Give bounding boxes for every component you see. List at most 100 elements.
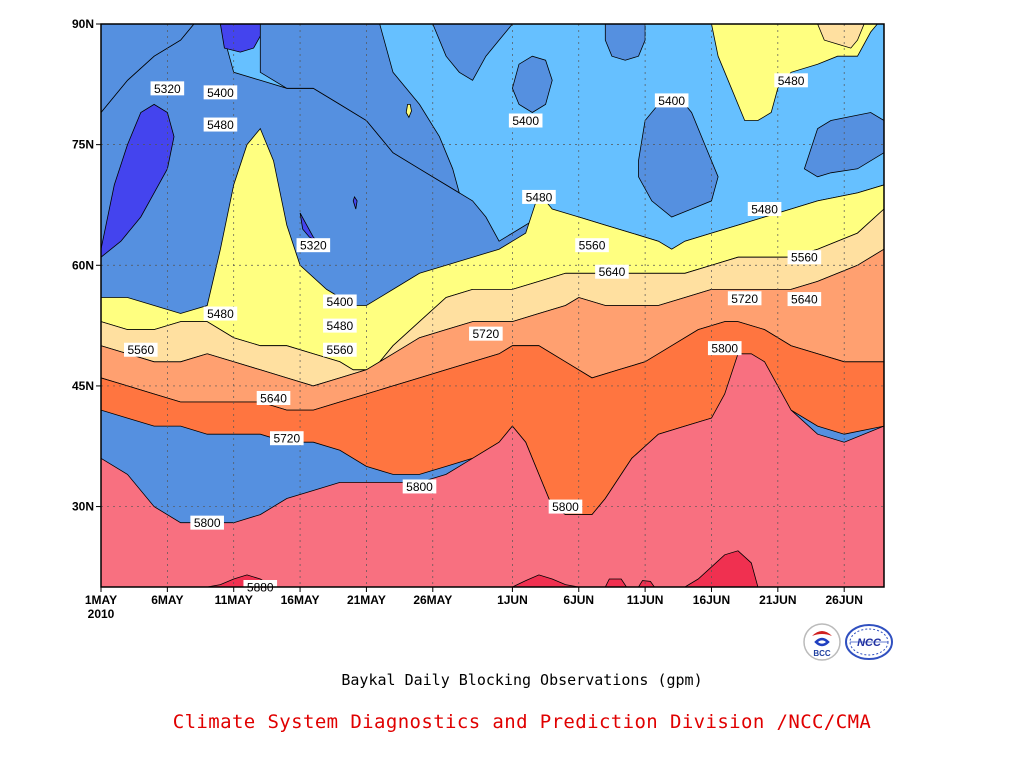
contour-label-box: [256, 390, 291, 405]
contour-label-text: 5640: [599, 265, 626, 279]
contour-island-5400-5: [432, 24, 513, 81]
footer-credit: Climate System Diagnostics and Predictio…: [172, 711, 872, 733]
x-tick-label-10: 21JUN: [759, 593, 796, 607]
contour-label-box: [269, 431, 304, 446]
contour-label-box: [190, 515, 224, 530]
contour-label-text: 5640: [260, 391, 287, 405]
x-tick-label-9: 16JUN: [693, 593, 730, 607]
contour-label-text: 5400: [327, 295, 354, 309]
contour-band-5880-9: [604, 578, 627, 587]
contour-label-text: 5800: [406, 480, 433, 494]
contour-label-13: 5720: [469, 326, 503, 341]
contour-label-box: [203, 85, 238, 100]
x-tick-label-0: 1MAY: [85, 593, 117, 607]
chart-title: Baykal Daily Blocking Observations (gpm): [341, 671, 703, 689]
plot-frame: [100, 23, 885, 588]
ncc-logo-text: NCC: [857, 637, 882, 649]
contour-label-text: 5480: [526, 190, 553, 204]
contour-label-5: 5480: [323, 318, 357, 333]
contour-label-text: 5480: [327, 319, 354, 333]
contour-label-10: 5720: [269, 431, 304, 446]
contour-label-3: 5320: [296, 238, 331, 253]
contour-label-24: 5720: [727, 291, 762, 306]
contour-band-5880-8: [512, 574, 579, 587]
contour-label-text: 5720: [473, 327, 500, 341]
contour-label-text: 5320: [300, 239, 327, 253]
contour-island-5400-7: [604, 24, 646, 61]
contour-band-5720-5: [101, 321, 884, 515]
contour-label-20: 5480: [774, 73, 808, 88]
contour-label-box: [774, 73, 808, 88]
contour-label-6: 5560: [323, 342, 357, 357]
contour-label-7: 5480: [203, 306, 238, 321]
ncc-logo-icon: NCC: [844, 622, 894, 666]
contour-label-text: 5320: [154, 82, 181, 96]
contour-label-text: 5560: [327, 343, 354, 357]
contour-label-17: 5640: [595, 264, 629, 279]
y-tick-label-3: 75N: [72, 138, 94, 152]
contour-label-box: [150, 81, 185, 96]
x-tick-label-11: 26JUN: [826, 593, 863, 607]
contour-island-5400-6: [511, 55, 553, 113]
contour-label-text: 5560: [579, 239, 606, 253]
contour-label-box: [469, 326, 503, 341]
contour-label-text: 5640: [791, 293, 818, 307]
contour-label-box: [323, 318, 357, 333]
contour-band-5880-11: [684, 550, 759, 587]
contour-label-box: [747, 201, 782, 216]
contour-label-22: 5560: [787, 250, 822, 265]
contour-label-text: 5400: [207, 86, 234, 100]
contour-label-box: [548, 499, 583, 514]
contour-band-5880-10: [638, 580, 655, 587]
contour-label-box: [654, 93, 689, 108]
x-tick-label-1: 6MAY: [151, 593, 183, 607]
contour-label-box: [727, 291, 762, 306]
contour-label-text: 5720: [273, 432, 300, 446]
contour-label-23: 5640: [787, 292, 822, 307]
y-tick-label-0: 30N: [72, 500, 94, 514]
contour-label-box: [323, 294, 357, 309]
contour-label-19: 5400: [654, 93, 689, 108]
contour-label-box: [203, 117, 238, 132]
contour-label-text: 5800: [194, 516, 221, 530]
x-tick-label-6: 1JUN: [497, 593, 528, 607]
contour-label-text: 5560: [127, 343, 154, 357]
contour-island-5560-11: [817, 24, 865, 49]
contour-island-5320-13: [352, 195, 358, 210]
y-axis: 30N 45N 60N 75N 90N: [72, 17, 101, 514]
contour-label-15: 5480: [522, 189, 556, 204]
x-tick-label-7: 6JUN: [563, 593, 594, 607]
contour-label-box: [707, 341, 742, 356]
contour-label-4: 5400: [323, 294, 357, 309]
contour-label-1: 5400: [203, 85, 238, 100]
contour-label-text: 5560: [791, 251, 818, 265]
contour-label-11: 5800: [190, 515, 224, 530]
x-tick-label-5: 26MAY: [413, 593, 452, 607]
contour-label-18: 5800: [548, 499, 583, 514]
contour-label-8: 5560: [124, 342, 158, 357]
x-tick-label-8: 11JUN: [627, 593, 664, 607]
bcc-logo-icon: BCC: [800, 622, 844, 666]
contour-label-21: 5480: [747, 201, 782, 216]
contour-label-text: 5400: [512, 114, 539, 128]
contour-label-box: [323, 342, 357, 357]
contour-label-text: 5480: [778, 74, 805, 88]
x-tick-label-3: 16MAY: [281, 593, 320, 607]
contour-label-box: [402, 479, 437, 494]
contour-island-5320-0: [101, 103, 175, 258]
x-tick-year: 2010: [88, 607, 115, 621]
contour-island-5400-3: [101, 24, 195, 114]
contour-label-14: 5400: [508, 113, 543, 128]
y-tick-label-4: 90N: [72, 17, 94, 31]
y-tick-label-1: 45N: [72, 379, 94, 393]
contour-label-text: 5480: [207, 307, 234, 321]
contour-label-text: 5800: [552, 500, 579, 514]
contour-fills: [101, 24, 884, 587]
contour-label-16: 5560: [575, 238, 609, 253]
contour-label-25: 5800: [707, 341, 742, 356]
contour-island-5320-1: [219, 24, 268, 53]
bcc-logo-text: BCC: [813, 649, 831, 658]
contour-label-0: 5320: [150, 81, 185, 96]
